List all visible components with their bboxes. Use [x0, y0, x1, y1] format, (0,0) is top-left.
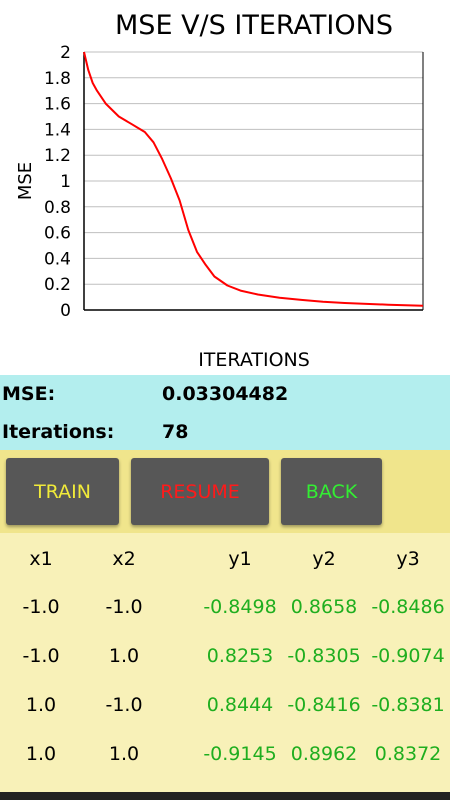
table-cell: 0.8253 — [206, 645, 274, 667]
stats-panel: MSE: 0.03304482 Iterations: 78 — [0, 375, 450, 450]
resume-button[interactable]: RESUME — [131, 458, 269, 525]
table-cell: -0.8305 — [287, 645, 361, 667]
table-cell: -0.9145 — [203, 743, 277, 765]
y-tick-label: 1.6 — [44, 95, 71, 115]
table-cell: 1.0 — [108, 645, 140, 667]
table-cell: 0.8962 — [290, 743, 358, 765]
table-cell: -1.0 — [105, 694, 143, 716]
table-cell: 1.0 — [25, 743, 57, 765]
results-table: x1 x2 y1 y2 y3 -1.0 -1.0 -0.8498 0.8658 -0.8486 -1… — [0, 533, 450, 792]
y-tick-label: 1 — [60, 172, 71, 192]
column-header-x2: x2 — [112, 548, 136, 570]
table-cell: 1.0 — [108, 743, 140, 765]
column-header-y3: y3 — [396, 548, 420, 570]
table-cell: -0.9074 — [371, 645, 445, 667]
y-tick-label: 0.4 — [44, 249, 71, 269]
table-cell: -1.0 — [22, 645, 60, 667]
y-tick-label: 1.2 — [44, 146, 71, 166]
train-button[interactable]: TRAIN — [6, 458, 119, 525]
iterations-value: 78 — [162, 421, 189, 443]
table-cell: 1.0 — [25, 694, 57, 716]
table-cell: -1.0 — [22, 596, 60, 618]
y-tick-label: 0.8 — [44, 198, 71, 218]
back-button[interactable]: BACK — [281, 458, 382, 525]
y-tick-label: 0 — [60, 301, 71, 321]
mse-label: MSE: — [2, 383, 56, 405]
y-tick-label: 2 — [60, 43, 71, 63]
table-cell: 0.8658 — [290, 596, 358, 618]
table-cell: -0.8486 — [371, 596, 445, 618]
mse-chart: MSE V/S ITERATIONS 0 0.2 0.4 0.6 0.8 1 1.2 1.4 1.… — [0, 0, 450, 375]
iterations-label: Iterations: — [2, 421, 115, 443]
mse-value: 0.03304482 — [162, 383, 289, 405]
table-cell: -0.8416 — [287, 694, 361, 716]
button-bar: TRAIN RESUME BACK — [0, 450, 450, 533]
chart-title: MSE V/S ITERATIONS — [115, 10, 393, 41]
mse-chart-svg: MSE V/S ITERATIONS 0 0.2 0.4 0.6 0.8 1 1.2 1.4 1.… — [15, 10, 424, 371]
y-tick-label: 1.8 — [44, 69, 71, 89]
y-tick-label: 0.2 — [44, 275, 71, 295]
y-tick-label: 0.6 — [44, 224, 71, 244]
y-axis-label: MSE — [15, 162, 36, 200]
column-header-y2: y2 — [312, 548, 336, 570]
table-cell: -1.0 — [105, 596, 143, 618]
y-tick-label: 1.4 — [44, 120, 71, 140]
x-axis-label: ITERATIONS — [198, 349, 310, 371]
table-cell: 0.8372 — [374, 743, 442, 765]
table-cell: -0.8498 — [203, 596, 277, 618]
navigation-bar — [0, 792, 450, 800]
table-cell: -0.8381 — [371, 694, 445, 716]
mse-series-line — [83, 51, 424, 307]
table-cell: 0.8444 — [206, 694, 274, 716]
column-header-y1: y1 — [228, 548, 252, 570]
column-header-x1: x1 — [29, 548, 53, 570]
